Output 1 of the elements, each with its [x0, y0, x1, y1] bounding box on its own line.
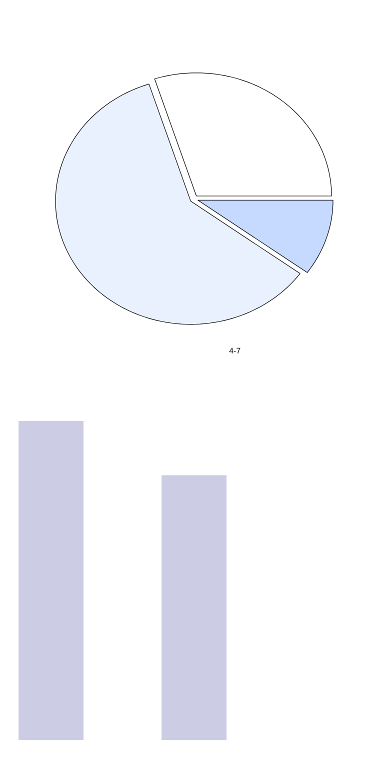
text: 4-7 — [229, 348, 240, 354]
